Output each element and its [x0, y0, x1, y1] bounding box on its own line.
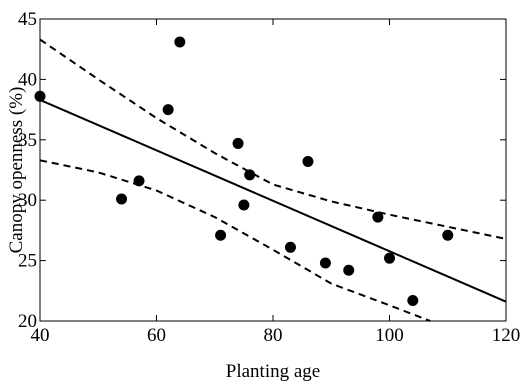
ticks-layer: 40 60 80 100 120 20 25 30 35 40 45 — [18, 9, 520, 346]
y-tick-label: 35 — [18, 130, 37, 151]
data-point — [238, 199, 250, 211]
data-point — [302, 156, 314, 168]
upper-confidence-band — [39, 38, 507, 240]
data-point — [343, 264, 355, 276]
points-layer — [34, 36, 454, 306]
data-point — [284, 241, 296, 253]
x-tick-label: 60 — [147, 325, 166, 346]
y-tick-label: 30 — [18, 190, 37, 211]
y-tick-label: 25 — [18, 251, 37, 272]
data-point — [372, 211, 384, 223]
data-point — [407, 294, 419, 306]
lines-layer — [39, 38, 507, 322]
y-tick-label: 45 — [18, 9, 37, 30]
data-point — [116, 193, 128, 205]
x-tick-label: 40 — [31, 325, 50, 346]
y-tick-label: 20 — [18, 311, 37, 332]
data-point — [232, 137, 244, 149]
data-point — [319, 257, 331, 269]
data-point — [442, 229, 454, 241]
regression-line — [39, 98, 507, 303]
y-axis-label: Canopy openness (%) — [6, 87, 27, 254]
lower-confidence-band — [39, 159, 431, 322]
data-point — [244, 169, 256, 181]
x-axis-label: Planting age — [226, 361, 320, 382]
data-point — [384, 252, 395, 264]
y-tick-label: 40 — [18, 69, 37, 90]
data-point — [174, 36, 186, 48]
data-point — [162, 104, 174, 116]
data-point — [133, 175, 145, 187]
plot-frame — [39, 18, 507, 322]
x-tick-label: 100 — [375, 325, 404, 346]
x-tick-label: 80 — [264, 325, 283, 346]
x-tick-label: 120 — [492, 325, 521, 346]
data-point — [215, 229, 227, 241]
